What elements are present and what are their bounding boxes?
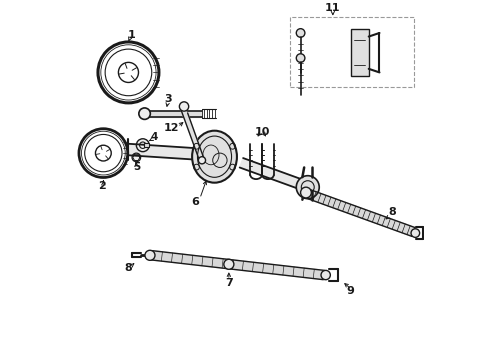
Polygon shape	[151, 251, 324, 280]
Circle shape	[145, 250, 155, 260]
Bar	[351, 30, 368, 76]
Circle shape	[321, 270, 330, 280]
Text: 3: 3	[164, 94, 171, 104]
Circle shape	[139, 108, 150, 120]
Circle shape	[296, 176, 319, 199]
Text: 7: 7	[225, 278, 233, 288]
Circle shape	[198, 157, 205, 164]
Text: 2: 2	[98, 181, 105, 192]
Text: 8: 8	[388, 207, 396, 217]
Circle shape	[224, 259, 234, 269]
Text: 9: 9	[347, 286, 355, 296]
Text: 6: 6	[191, 197, 199, 207]
Circle shape	[296, 54, 305, 62]
Bar	[290, 17, 414, 87]
Polygon shape	[128, 144, 200, 160]
Polygon shape	[240, 158, 300, 188]
Text: 1: 1	[128, 30, 136, 40]
Ellipse shape	[192, 131, 237, 183]
Text: 10: 10	[254, 127, 270, 136]
Bar	[144, 143, 149, 147]
Polygon shape	[180, 108, 205, 162]
Circle shape	[296, 29, 305, 37]
Text: 8: 8	[124, 263, 132, 273]
Circle shape	[136, 139, 149, 152]
Circle shape	[411, 229, 419, 237]
Text: 4: 4	[150, 132, 158, 142]
Text: 11: 11	[325, 3, 341, 13]
Text: 12: 12	[164, 123, 179, 133]
Text: 5: 5	[133, 162, 140, 172]
Polygon shape	[308, 190, 415, 237]
Circle shape	[300, 187, 311, 198]
Circle shape	[179, 102, 189, 111]
Circle shape	[132, 153, 141, 162]
